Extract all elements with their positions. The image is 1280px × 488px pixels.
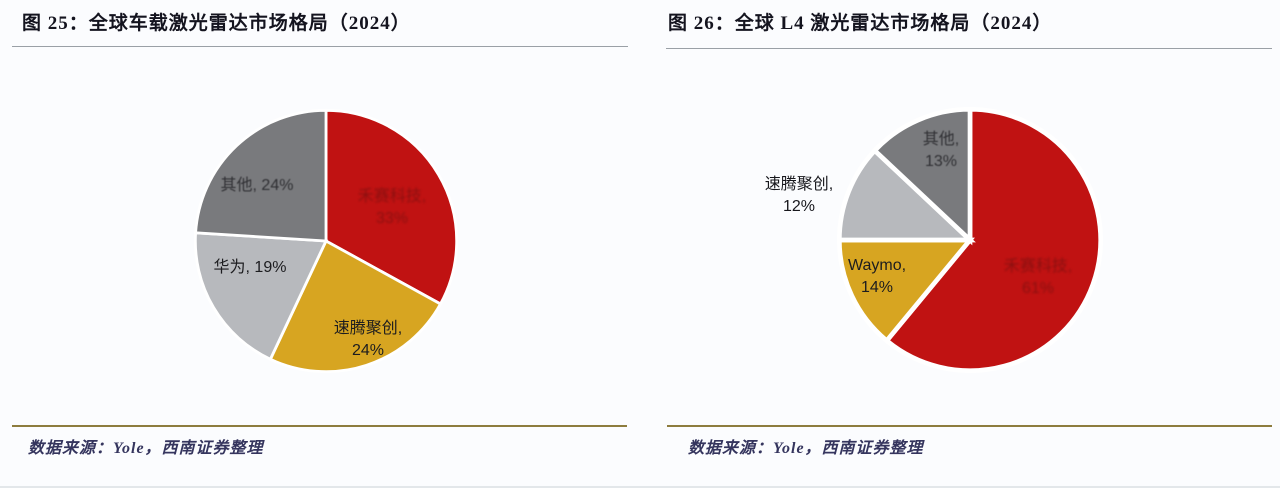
- figure-26-source-rule: [667, 425, 1272, 427]
- slice-label-huawei-text: 华为, 19%: [213, 259, 287, 276]
- slice-label-other-name: 其他,: [922, 131, 960, 148]
- slice-label-hesai: 禾赛科技, 33%: [358, 186, 426, 230]
- figure-25-source-rule: [12, 425, 627, 427]
- slice-label-other-value: 13%: [924, 153, 958, 170]
- slice-label-hesai-value: 33%: [375, 210, 409, 227]
- slice-label-hesai: 禾赛科技, 61%: [1004, 256, 1072, 300]
- slice-label-hesai-name: 禾赛科技,: [357, 188, 427, 205]
- figure-25-title: 图 25：全球车载激光雷达市场格局（2024）: [22, 13, 411, 34]
- slice-label-other: 其他, 24%: [221, 175, 294, 197]
- slice-label-huawei: 华为, 19%: [214, 257, 287, 279]
- pie-slice-other: [871, 106, 973, 246]
- figure-26-title-rule: [666, 48, 1272, 49]
- pie-slice-robosense: [268, 239, 443, 374]
- pie-slice-robosense: [836, 147, 976, 243]
- slice-label-waymo: Waymo, 14%: [848, 255, 906, 299]
- figure-25-pie-chart: [193, 108, 459, 374]
- slice-label-waymo-value: 14%: [860, 279, 894, 296]
- slice-label-robosense: 速腾聚创, 24%: [334, 318, 402, 362]
- slice-label-waymo-name: Waymo,: [847, 257, 907, 274]
- pie-slice-waymo: [836, 237, 975, 344]
- figure-26-source-note: 数据来源：Yole，西南证券整理: [688, 440, 924, 457]
- slice-label-robosense-name: 速腾聚创,: [764, 176, 834, 193]
- slice-label-robosense-value: 12%: [782, 198, 816, 215]
- pie-slice-hesai: [883, 106, 1103, 373]
- pie-slice-other: [194, 108, 328, 243]
- figure-25-source-note: 数据来源：Yole，西南证券整理: [28, 440, 264, 457]
- pie-slice-hesai: [324, 108, 459, 306]
- slice-label-robosense: 速腾聚创, 12%: [765, 174, 833, 218]
- slice-label-hesai-name: 禾赛科技,: [1003, 258, 1073, 275]
- pie-slice-huawei: [193, 231, 329, 362]
- slice-label-hesai-value: 61%: [1021, 280, 1055, 297]
- slice-label-other: 其他, 13%: [923, 129, 959, 173]
- figure-26-title: 图 26：全球 L4 激光雷达市场格局（2024）: [668, 13, 1053, 34]
- slice-label-other-text: 其他, 24%: [220, 177, 294, 194]
- slice-label-robosense-value: 24%: [351, 342, 385, 359]
- slice-label-robosense-name: 速腾聚创,: [333, 320, 403, 337]
- figure-25-title-rule: [12, 46, 628, 47]
- figure-26-pie-chart: [836, 106, 1103, 373]
